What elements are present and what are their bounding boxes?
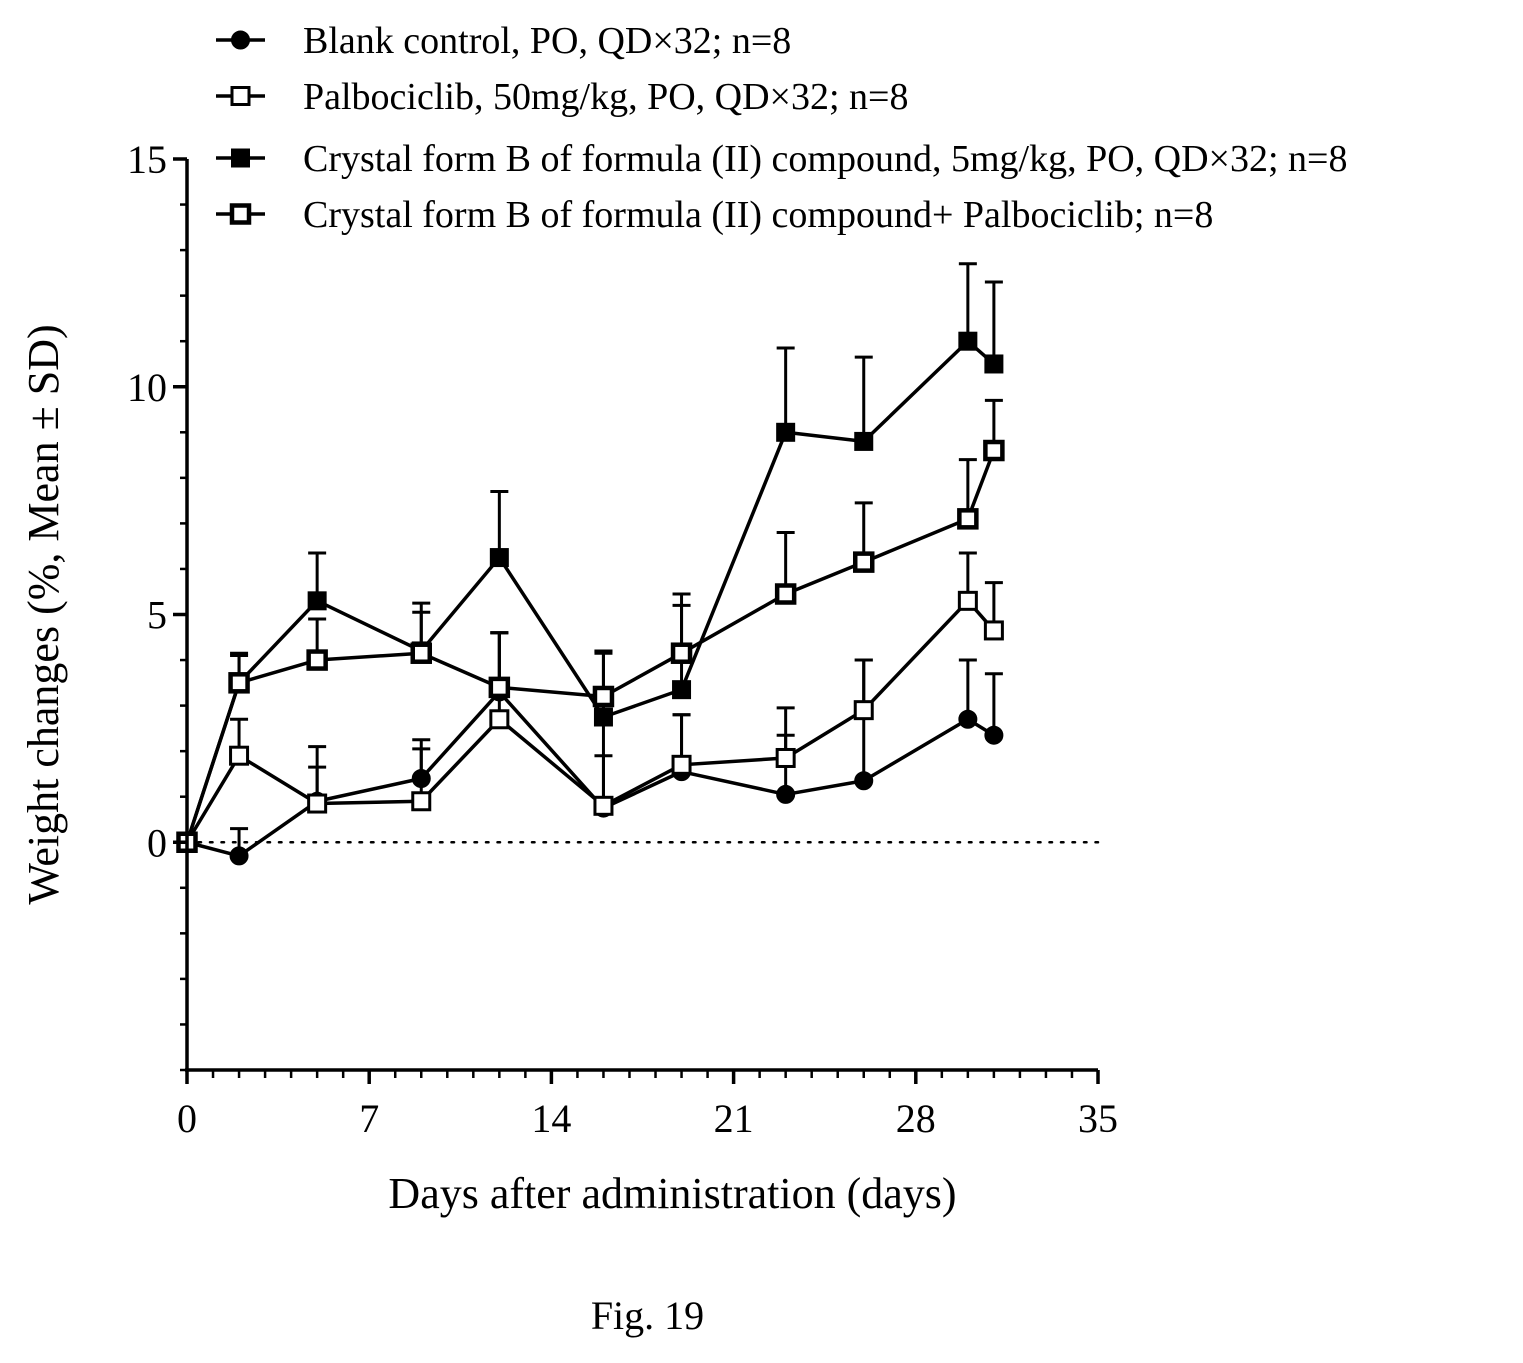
data-point [670,642,693,664]
data-point [774,583,797,605]
data-point [957,590,978,611]
y-tick-label: 5 [147,593,167,638]
data-point [983,439,1005,462]
series-2 [177,551,1004,853]
data-point [776,422,796,442]
series-line [185,449,996,843]
data-point [229,745,250,766]
data-point [854,771,874,791]
legend-marker [230,86,251,106]
legend-label: Crystal form B of formula (II) compound,… [303,138,1347,180]
figure-caption: Fig. 19 [590,1293,705,1338]
data-point [776,784,796,804]
data-point [775,747,796,768]
legend-label: Crystal form B of formula (II) compound+… [303,194,1213,236]
data-point [593,795,614,816]
data-point [984,354,1004,374]
data-point [958,331,978,351]
series-1 [177,631,1004,866]
data-point [671,754,692,775]
data-point [488,676,511,699]
legend-entry-2: Palbociclib, 50mg/kg, PO, QD×32; n=8 [216,76,908,118]
data-point [592,685,615,708]
data-point [489,709,510,730]
x-tick-label: 21 [714,1096,754,1141]
x-tick-label: 0 [177,1096,197,1141]
data-point [958,709,978,729]
legend-marker [231,148,250,168]
y-axis-title: Weight changes (%, Mean ± SD) [19,324,68,904]
legend-label: Blank control, PO, QD×32; n=8 [303,20,791,62]
data-point [411,791,432,812]
data-point [854,431,874,451]
data-point [410,642,433,664]
x-axis-title: Days after administration (days) [388,1169,956,1218]
data-point [307,793,328,814]
data-point [853,700,874,721]
x-tick-label: 14 [531,1096,571,1141]
legend-entry-3: Crystal form B of formula (II) compound,… [216,138,1347,180]
data-point [672,680,692,700]
data-point [229,846,249,866]
legend-marker [229,203,252,225]
data-point [984,725,1004,745]
x-tick-label: 28 [896,1096,936,1141]
data-point [228,672,250,694]
data-point [307,591,327,611]
data-point [983,620,1004,641]
legend-marker [231,30,250,50]
x-tick-label: 35 [1078,1096,1118,1141]
y-tick-label: 15 [127,137,167,182]
data-point [957,508,979,530]
data-point [489,548,509,568]
x-tick-label: 7 [359,1096,379,1141]
data-point [593,707,613,727]
data-point [306,649,328,671]
y-tick-label: 10 [127,365,167,410]
series-4 [176,398,1005,853]
legend-entry-1: Blank control, PO, QD×32; n=8 [216,20,791,62]
y-tick-label: 0 [147,820,167,865]
data-point [852,551,875,573]
legend-entry-4: Crystal form B of formula (II) compound+… [216,194,1213,236]
legend-label: Palbociclib, 50mg/kg, PO, QD×32; n=8 [303,76,908,118]
